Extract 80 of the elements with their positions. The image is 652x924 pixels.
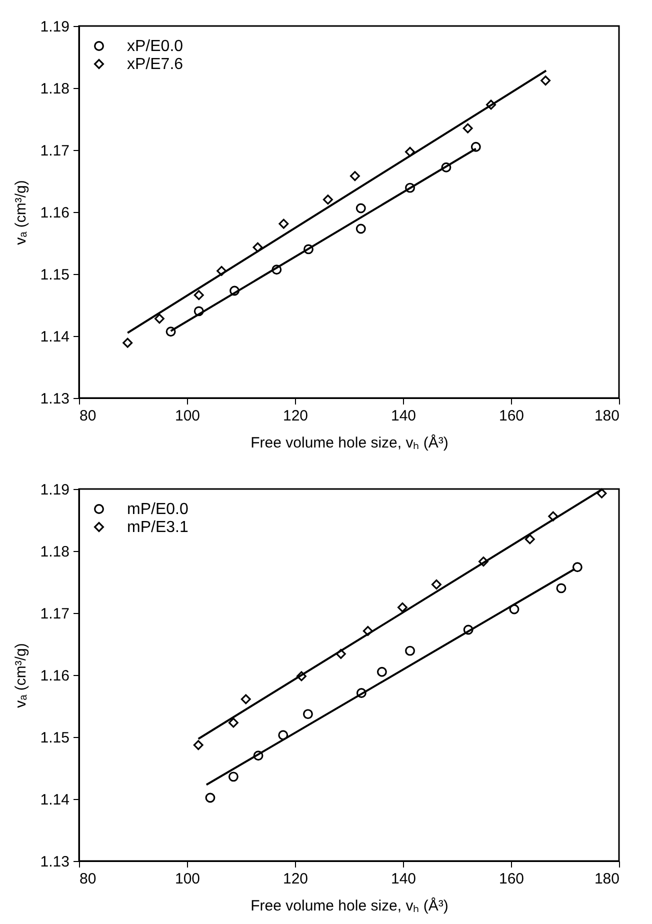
- point: [154, 314, 164, 324]
- point: [356, 224, 366, 234]
- point: [548, 511, 558, 522]
- y-tick-label: 1.16: [40, 668, 70, 684]
- point: [556, 583, 566, 594]
- point: [441, 162, 452, 172]
- point: [524, 534, 535, 544]
- point: [278, 218, 289, 229]
- point: [486, 100, 496, 110]
- point: [350, 171, 360, 182]
- y-tick-label: 1.15: [40, 730, 70, 746]
- y-tick-label: 1.19: [40, 18, 70, 36]
- point: [478, 556, 488, 567]
- point: [166, 326, 176, 337]
- point: [122, 338, 133, 348]
- point: [596, 488, 607, 498]
- point: [540, 76, 551, 86]
- point: [253, 750, 264, 761]
- point: [228, 772, 238, 782]
- point: [304, 244, 314, 254]
- point: [397, 602, 408, 612]
- point: [302, 709, 313, 720]
- point: [193, 740, 204, 750]
- y-tick-label: 1.15: [40, 266, 70, 284]
- x-axis-title: Free volume hole size, vₕ (Å³): [250, 434, 448, 452]
- point: [376, 666, 387, 677]
- point: [470, 142, 481, 152]
- x-tick-label: 120: [282, 408, 308, 424]
- x-tick-label: 120: [282, 870, 308, 888]
- y-tick-label: 1.17: [40, 606, 70, 622]
- point: [405, 182, 416, 193]
- x-tick-label: 180: [594, 408, 620, 424]
- y-tick-label: 1.14: [40, 328, 70, 346]
- y-tick-label: 1.14: [40, 792, 70, 808]
- point: [240, 694, 251, 704]
- x-tick-label: 80: [80, 408, 96, 424]
- y-tick-label: 1.16: [40, 204, 70, 222]
- point: [194, 290, 204, 300]
- point: [356, 203, 366, 214]
- point: [278, 730, 288, 740]
- point: [463, 624, 474, 635]
- y-tick-label: 1.13: [40, 854, 70, 870]
- x-tick-label: 100: [174, 408, 200, 424]
- point: [216, 266, 227, 276]
- x-tick-label: 180: [594, 870, 620, 888]
- x-tick-label: 140: [390, 870, 416, 888]
- point: [230, 286, 240, 296]
- point: [296, 671, 306, 682]
- point: [405, 646, 416, 656]
- x-tick-label: 80: [80, 870, 96, 888]
- y-tick-label: 1.19: [40, 482, 70, 498]
- point: [252, 242, 263, 252]
- y-axis-title: vₐ (cm³/g): [12, 180, 30, 245]
- y-tick-label: 1.18: [40, 80, 70, 98]
- legend-label: mP/E0.0: [127, 501, 188, 518]
- point: [405, 146, 416, 157]
- x-tick-label: 160: [498, 870, 524, 888]
- point: [336, 648, 346, 659]
- x-tick-label: 160: [498, 408, 524, 424]
- point: [322, 194, 333, 205]
- point: [194, 306, 204, 316]
- point: [272, 264, 282, 275]
- legend-label: xP/E7.6: [127, 56, 184, 73]
- point: [205, 792, 216, 803]
- legend-label: mP/E3.1: [127, 519, 188, 536]
- point: [431, 579, 442, 590]
- point: [462, 123, 473, 134]
- point: [362, 626, 373, 636]
- point: [356, 688, 366, 698]
- point: [228, 718, 238, 728]
- point: [572, 562, 582, 572]
- x-axis-title: Free volume hole size, vₕ (Å³): [250, 896, 448, 914]
- point: [509, 604, 520, 614]
- y-axis-title: vₐ (cm³/g): [12, 643, 30, 708]
- x-tick-label: 140: [390, 408, 416, 424]
- x-tick-label: 100: [174, 870, 200, 888]
- legend-label: xP/E0.0: [127, 38, 184, 55]
- y-tick-label: 1.17: [40, 142, 70, 160]
- y-tick-label: 1.18: [40, 544, 70, 560]
- y-tick-label: 1.13: [40, 390, 70, 408]
